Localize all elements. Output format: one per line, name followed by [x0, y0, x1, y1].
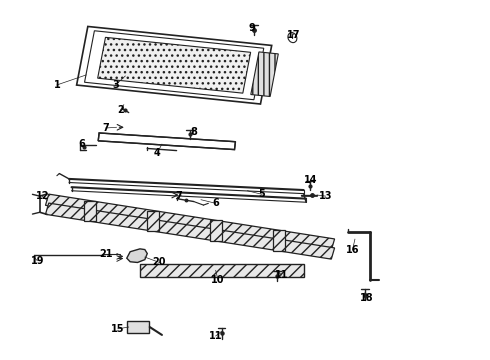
Text: 16: 16 [346, 245, 359, 255]
Polygon shape [46, 194, 335, 250]
Text: 7: 7 [175, 191, 182, 201]
Text: 1: 1 [53, 80, 60, 90]
Text: 15: 15 [111, 324, 125, 334]
Text: 11: 11 [209, 331, 222, 341]
Polygon shape [127, 321, 149, 333]
Text: 6: 6 [212, 198, 219, 208]
Polygon shape [127, 249, 147, 262]
Text: 18: 18 [360, 293, 374, 303]
Text: 7: 7 [102, 123, 109, 133]
Text: 2: 2 [117, 105, 124, 115]
Polygon shape [46, 203, 335, 259]
Text: 20: 20 [153, 257, 166, 267]
Polygon shape [273, 230, 285, 251]
Polygon shape [251, 52, 278, 96]
Text: 9: 9 [249, 23, 256, 33]
Text: 4: 4 [154, 148, 160, 158]
Text: 21: 21 [99, 248, 113, 258]
Polygon shape [140, 264, 304, 277]
Text: 3: 3 [112, 80, 119, 90]
Polygon shape [210, 220, 221, 241]
Polygon shape [147, 211, 159, 231]
Text: 5: 5 [259, 189, 266, 199]
Text: 19: 19 [30, 256, 44, 266]
Text: 10: 10 [211, 275, 225, 285]
Text: 6: 6 [78, 139, 85, 149]
Text: 8: 8 [190, 127, 197, 136]
Text: 11: 11 [275, 270, 289, 280]
Text: 12: 12 [35, 191, 49, 201]
Polygon shape [98, 37, 251, 93]
Text: 17: 17 [287, 30, 300, 40]
Polygon shape [84, 201, 96, 221]
Text: 14: 14 [304, 175, 318, 185]
Text: 13: 13 [319, 191, 332, 201]
